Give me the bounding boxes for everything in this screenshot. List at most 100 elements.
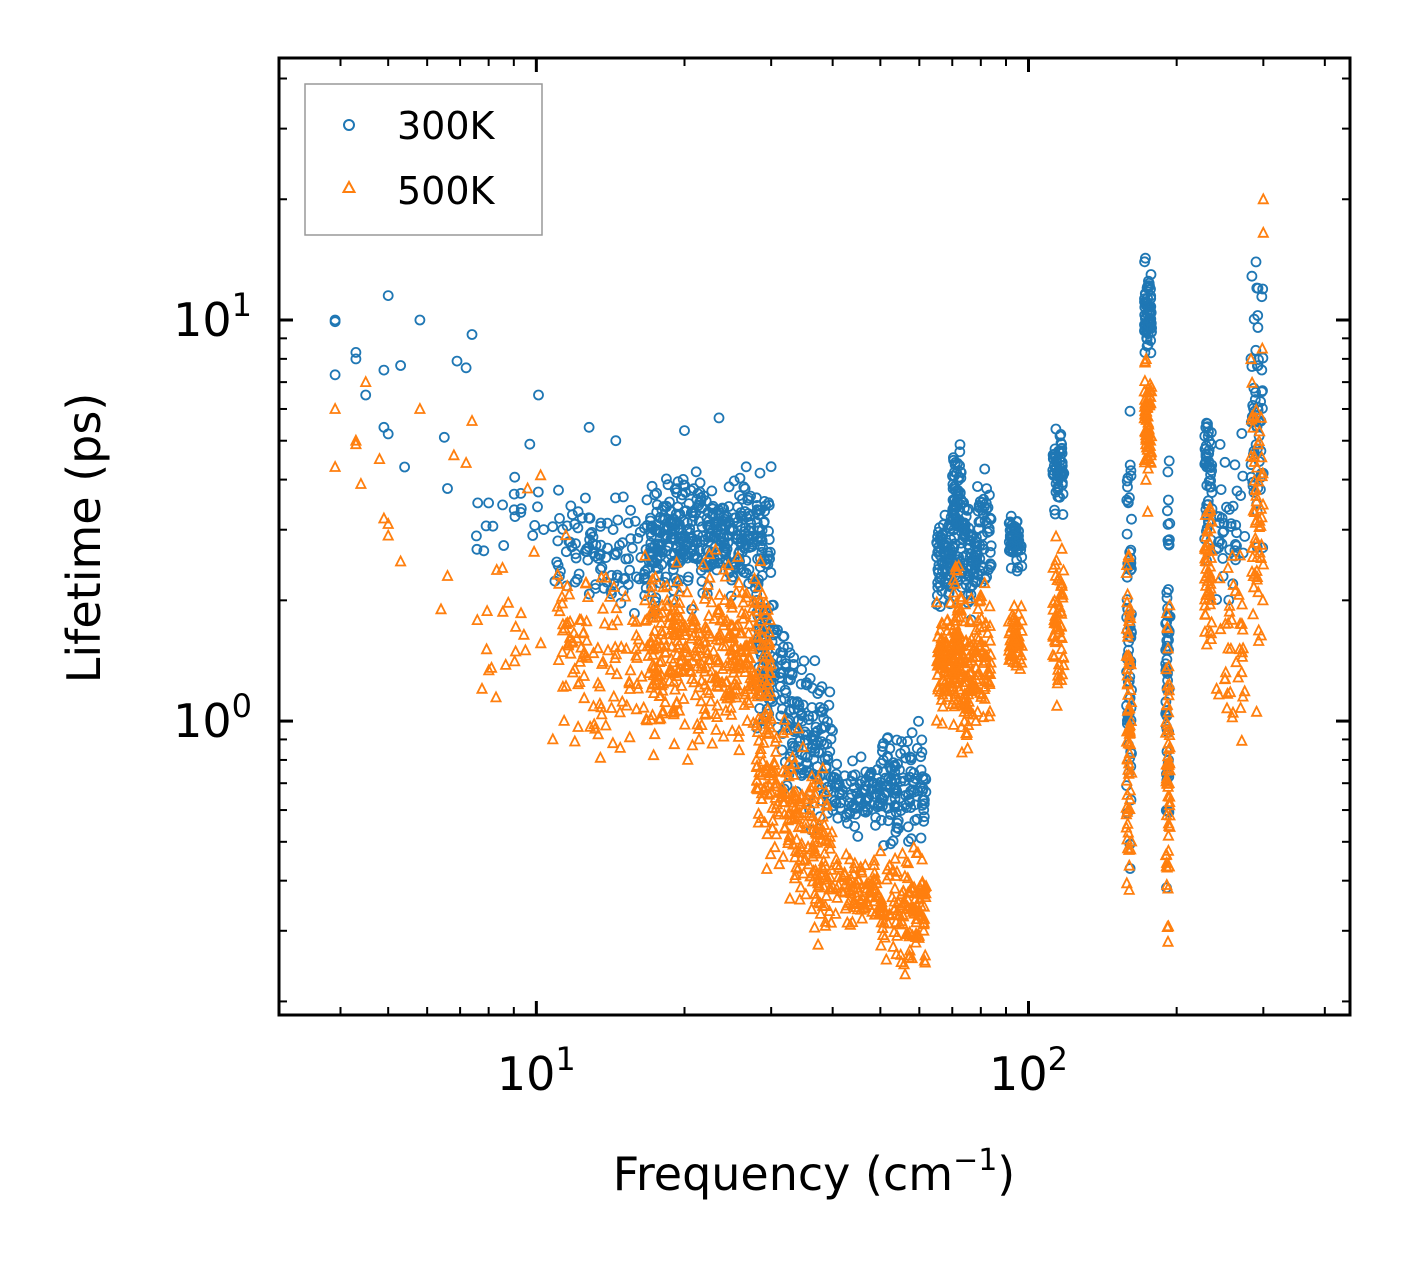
data-point-500k <box>630 677 644 689</box>
data-point-500k <box>787 792 800 805</box>
data-point-500k <box>782 836 795 848</box>
x-tick-label: 102 <box>989 1040 1068 1101</box>
data-point-500k <box>984 633 997 646</box>
data-point-300k <box>885 776 897 787</box>
data-point-500k <box>1138 374 1151 387</box>
data-point-300k <box>607 524 619 535</box>
data-point-500k <box>1161 860 1174 873</box>
data-point-500k <box>919 955 932 968</box>
data-point-300k <box>622 517 634 529</box>
data-point-500k <box>781 807 795 820</box>
data-point-300k <box>1231 527 1242 539</box>
data-point-500k <box>1161 758 1174 771</box>
data-point-500k <box>725 597 738 609</box>
data-point-500k <box>1218 672 1231 685</box>
data-point-300k <box>801 757 812 769</box>
data-point-500k <box>909 935 922 948</box>
data-point-300k <box>918 798 930 810</box>
data-point-500k <box>941 613 954 625</box>
data-point-500k <box>508 654 521 667</box>
data-point-300k <box>911 743 923 754</box>
data-point-300k <box>1230 519 1242 531</box>
data-point-500k <box>1255 410 1268 423</box>
data-point-500k <box>1248 505 1261 517</box>
data-point-500k <box>1252 437 1265 450</box>
data-point-500k <box>1199 607 1212 620</box>
data-point-500k <box>723 628 736 641</box>
data-point-500k <box>1162 819 1176 831</box>
data-point-500k <box>745 679 758 692</box>
data-point-500k <box>556 617 569 630</box>
data-point-500k <box>805 769 818 782</box>
data-point-300k <box>889 793 901 804</box>
data-point-300k <box>1225 521 1237 532</box>
data-point-300k <box>818 703 829 715</box>
data-point-300k <box>1145 307 1157 319</box>
data-point-500k <box>678 628 691 640</box>
data-point-500k <box>637 700 650 713</box>
data-point-500k <box>839 901 852 914</box>
data-point-500k <box>946 675 959 688</box>
data-point-300k <box>751 516 763 528</box>
data-point-500k <box>698 664 711 677</box>
data-point-500k <box>607 689 620 702</box>
data-point-500k <box>1246 375 1259 388</box>
data-point-300k <box>754 703 766 714</box>
data-point-500k <box>1252 474 1265 487</box>
data-point-300k <box>498 540 510 551</box>
data-point-300k <box>635 552 647 563</box>
data-point-300k <box>395 360 407 371</box>
data-point-500k <box>757 638 770 651</box>
data-point-300k <box>785 674 796 686</box>
data-point-500k <box>534 468 547 481</box>
data-point-500k <box>657 580 670 593</box>
data-point-500k <box>485 660 498 673</box>
data-point-500k <box>815 832 828 845</box>
data-point-500k <box>808 886 821 899</box>
data-point-500k <box>952 664 966 677</box>
data-point-300k <box>1251 282 1263 294</box>
data-point-500k <box>1219 616 1232 629</box>
data-point-300k <box>970 547 981 559</box>
data-point-500k <box>808 786 822 799</box>
data-point-300k <box>1230 539 1241 550</box>
data-point-500k <box>932 641 945 653</box>
data-point-300k <box>1143 275 1154 287</box>
data-point-300k <box>1161 592 1173 604</box>
data-point-500k <box>521 481 534 494</box>
data-point-500k <box>509 619 522 632</box>
data-point-300k <box>890 774 902 786</box>
data-point-500k <box>971 668 984 681</box>
data-point-500k <box>660 599 674 611</box>
data-point-500k <box>580 614 593 627</box>
data-point-300k <box>1224 503 1235 515</box>
data-point-500k <box>918 899 931 912</box>
data-point-300k <box>626 542 638 554</box>
data-point-500k <box>984 647 997 660</box>
data-point-300k <box>849 769 861 781</box>
data-point-300k <box>1229 459 1241 471</box>
data-point-500k <box>960 697 973 709</box>
data-point-500k <box>1056 587 1069 600</box>
data-point-500k <box>745 610 759 623</box>
data-point-300k <box>572 522 584 534</box>
data-point-500k <box>692 721 705 734</box>
data-point-300k <box>713 412 725 424</box>
data-point-300k <box>533 389 544 401</box>
data-point-300k <box>920 786 932 798</box>
data-point-500k <box>1214 622 1227 635</box>
data-point-300k <box>824 686 836 698</box>
data-point-500k <box>830 852 843 865</box>
data-point-500k <box>1235 733 1248 746</box>
data-point-300k <box>602 517 613 529</box>
data-point-300k <box>795 678 807 690</box>
data-point-500k <box>413 402 426 414</box>
data-point-500k <box>632 632 645 645</box>
data-point-500k <box>475 681 489 694</box>
data-point-300k <box>780 687 792 699</box>
data-point-300k <box>765 461 777 473</box>
data-point-500k <box>794 880 807 893</box>
data-point-500k <box>599 718 612 731</box>
data-point-300k <box>786 737 798 749</box>
data-point-500k <box>896 916 909 929</box>
